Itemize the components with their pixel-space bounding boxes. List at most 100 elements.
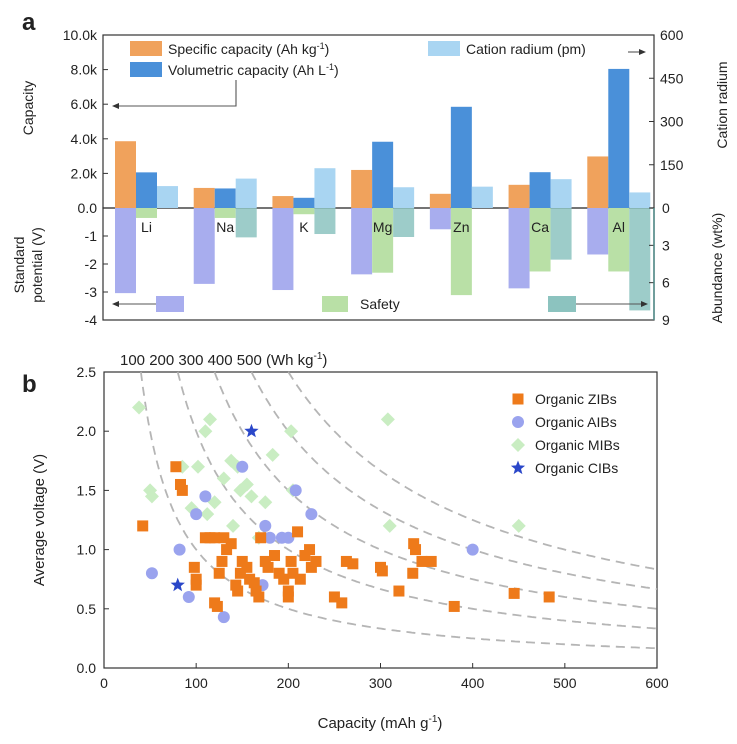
bar-zn-radius	[471, 186, 493, 208]
bar-mg-safety	[372, 208, 394, 273]
category-label-zn: Zn	[453, 219, 469, 235]
bar-na-abundance	[235, 208, 257, 238]
point-mib	[207, 495, 222, 510]
upper-axes: 0.0 2.0k 4.0k 6.0k 8.0k 10.0k 150 300 450 600	[63, 27, 684, 216]
point-aib	[289, 484, 302, 497]
point-aib	[190, 508, 203, 521]
point-zib	[234, 567, 246, 579]
legend-marker-cib	[510, 460, 526, 475]
point-mib	[244, 489, 259, 504]
point-zib	[310, 555, 322, 567]
point-aib	[263, 531, 276, 544]
point-zib	[225, 538, 237, 550]
bar-k-abundance	[314, 208, 336, 235]
left-tick-label: 0.0	[78, 200, 98, 216]
point-zib	[236, 555, 248, 567]
bar-na-radius	[235, 178, 257, 208]
point-mib	[226, 518, 241, 533]
category-label-mg: Mg	[373, 219, 392, 235]
point-aib	[305, 508, 318, 521]
y-tick-label: 2.5	[77, 364, 97, 380]
point-mib	[258, 495, 273, 510]
lower-right-tick-label: 3	[662, 237, 670, 253]
lower-right-tick-label: 9	[662, 312, 670, 328]
left-tick-label: 8.0k	[71, 62, 98, 78]
point-zib	[250, 585, 262, 597]
point-zib	[410, 544, 422, 556]
point-zib	[285, 555, 297, 567]
lower-right-tick-label: 6	[662, 275, 670, 291]
point-zib	[253, 591, 265, 603]
legend-label-aib: Organic AIBs	[535, 414, 617, 430]
lower-right-tick-label: 0	[662, 200, 670, 216]
point-zib	[259, 555, 271, 567]
y-tick-label: 1.0	[77, 542, 97, 558]
x-tick-label: 400	[461, 675, 485, 691]
arrow-head-abundance	[641, 301, 648, 307]
point-aib	[173, 543, 186, 556]
legend-label-safety: Safety	[360, 296, 400, 312]
arrow-head-potential	[112, 301, 119, 307]
lower-left-tick-label: -2	[85, 256, 98, 272]
category-label-ca: Ca	[531, 219, 549, 235]
point-mib	[380, 412, 395, 427]
legend-label-mib: Organic MIBs	[535, 437, 620, 453]
point-aib	[236, 460, 249, 473]
bar-k-volumetric	[293, 197, 315, 208]
point-zib	[273, 567, 285, 579]
scatter-axes: 0 100 200 300 400 500 600 0.0 0.5 1.0 1.5 2.0 2.5	[77, 364, 669, 691]
point-zib	[241, 561, 253, 573]
bar-zn-safety	[450, 208, 472, 296]
point-zib	[248, 577, 260, 589]
x-tick-label: 0	[100, 675, 108, 691]
right-tick-label: 150	[660, 157, 684, 173]
category-label-na: Na	[216, 219, 234, 235]
bar-zn-specific	[429, 193, 451, 208]
category-label-li: Li	[141, 219, 152, 235]
arrow-head-radius	[639, 49, 646, 55]
panel-a-label: a	[22, 9, 36, 36]
bar-na-specific	[193, 187, 215, 208]
legend-swatch-abundance	[548, 296, 576, 312]
point-cib	[244, 423, 259, 438]
right-tick-label: 300	[660, 114, 684, 130]
point-aib	[199, 490, 212, 503]
point-zib	[336, 597, 348, 609]
point-zib	[305, 561, 317, 573]
lower-bars	[115, 208, 651, 311]
bar-na-potential	[193, 208, 215, 284]
point-zib	[347, 558, 359, 570]
lower-axes: -1 -2 -3 -4 0 3 6 9	[85, 200, 670, 328]
point-zib	[213, 567, 225, 579]
category-label-al: Al	[613, 219, 625, 235]
lower-left-tick-label: -4	[85, 312, 98, 328]
energy-density-header: 100 200 300 400 500 (Wh kg-1)	[120, 351, 327, 369]
bar-ca-potential	[508, 208, 530, 289]
bar-li-safety	[136, 208, 157, 218]
bar-ca-radius	[550, 179, 572, 208]
point-zib	[278, 573, 290, 585]
legend-swatch-radius	[428, 41, 460, 56]
point-zib	[287, 567, 299, 579]
category-labels: Li Na K Mg Zn Ca Al	[141, 219, 625, 235]
bar-mg-radius	[393, 187, 415, 208]
bar-zn-volumetric	[450, 106, 472, 208]
bar-k-safety	[293, 208, 315, 215]
point-mib	[216, 471, 231, 486]
bar-al-potential	[587, 208, 609, 255]
point-zib	[299, 550, 311, 562]
point-zib	[211, 600, 223, 612]
point-zib	[209, 532, 221, 544]
right-axis-title-radium: Cation radium	[714, 61, 730, 148]
bar-na-safety	[214, 208, 236, 218]
point-zib	[176, 484, 188, 496]
bar-mg-volumetric	[372, 141, 394, 208]
bar-ca-abundance	[550, 208, 572, 260]
point-mib	[202, 412, 217, 427]
energy-curve-400	[250, 371, 658, 590]
legend-marker-mib	[511, 438, 525, 452]
point-zib	[294, 573, 306, 585]
point-zib	[255, 532, 267, 544]
point-zib	[282, 591, 294, 603]
point-mib	[198, 424, 213, 439]
